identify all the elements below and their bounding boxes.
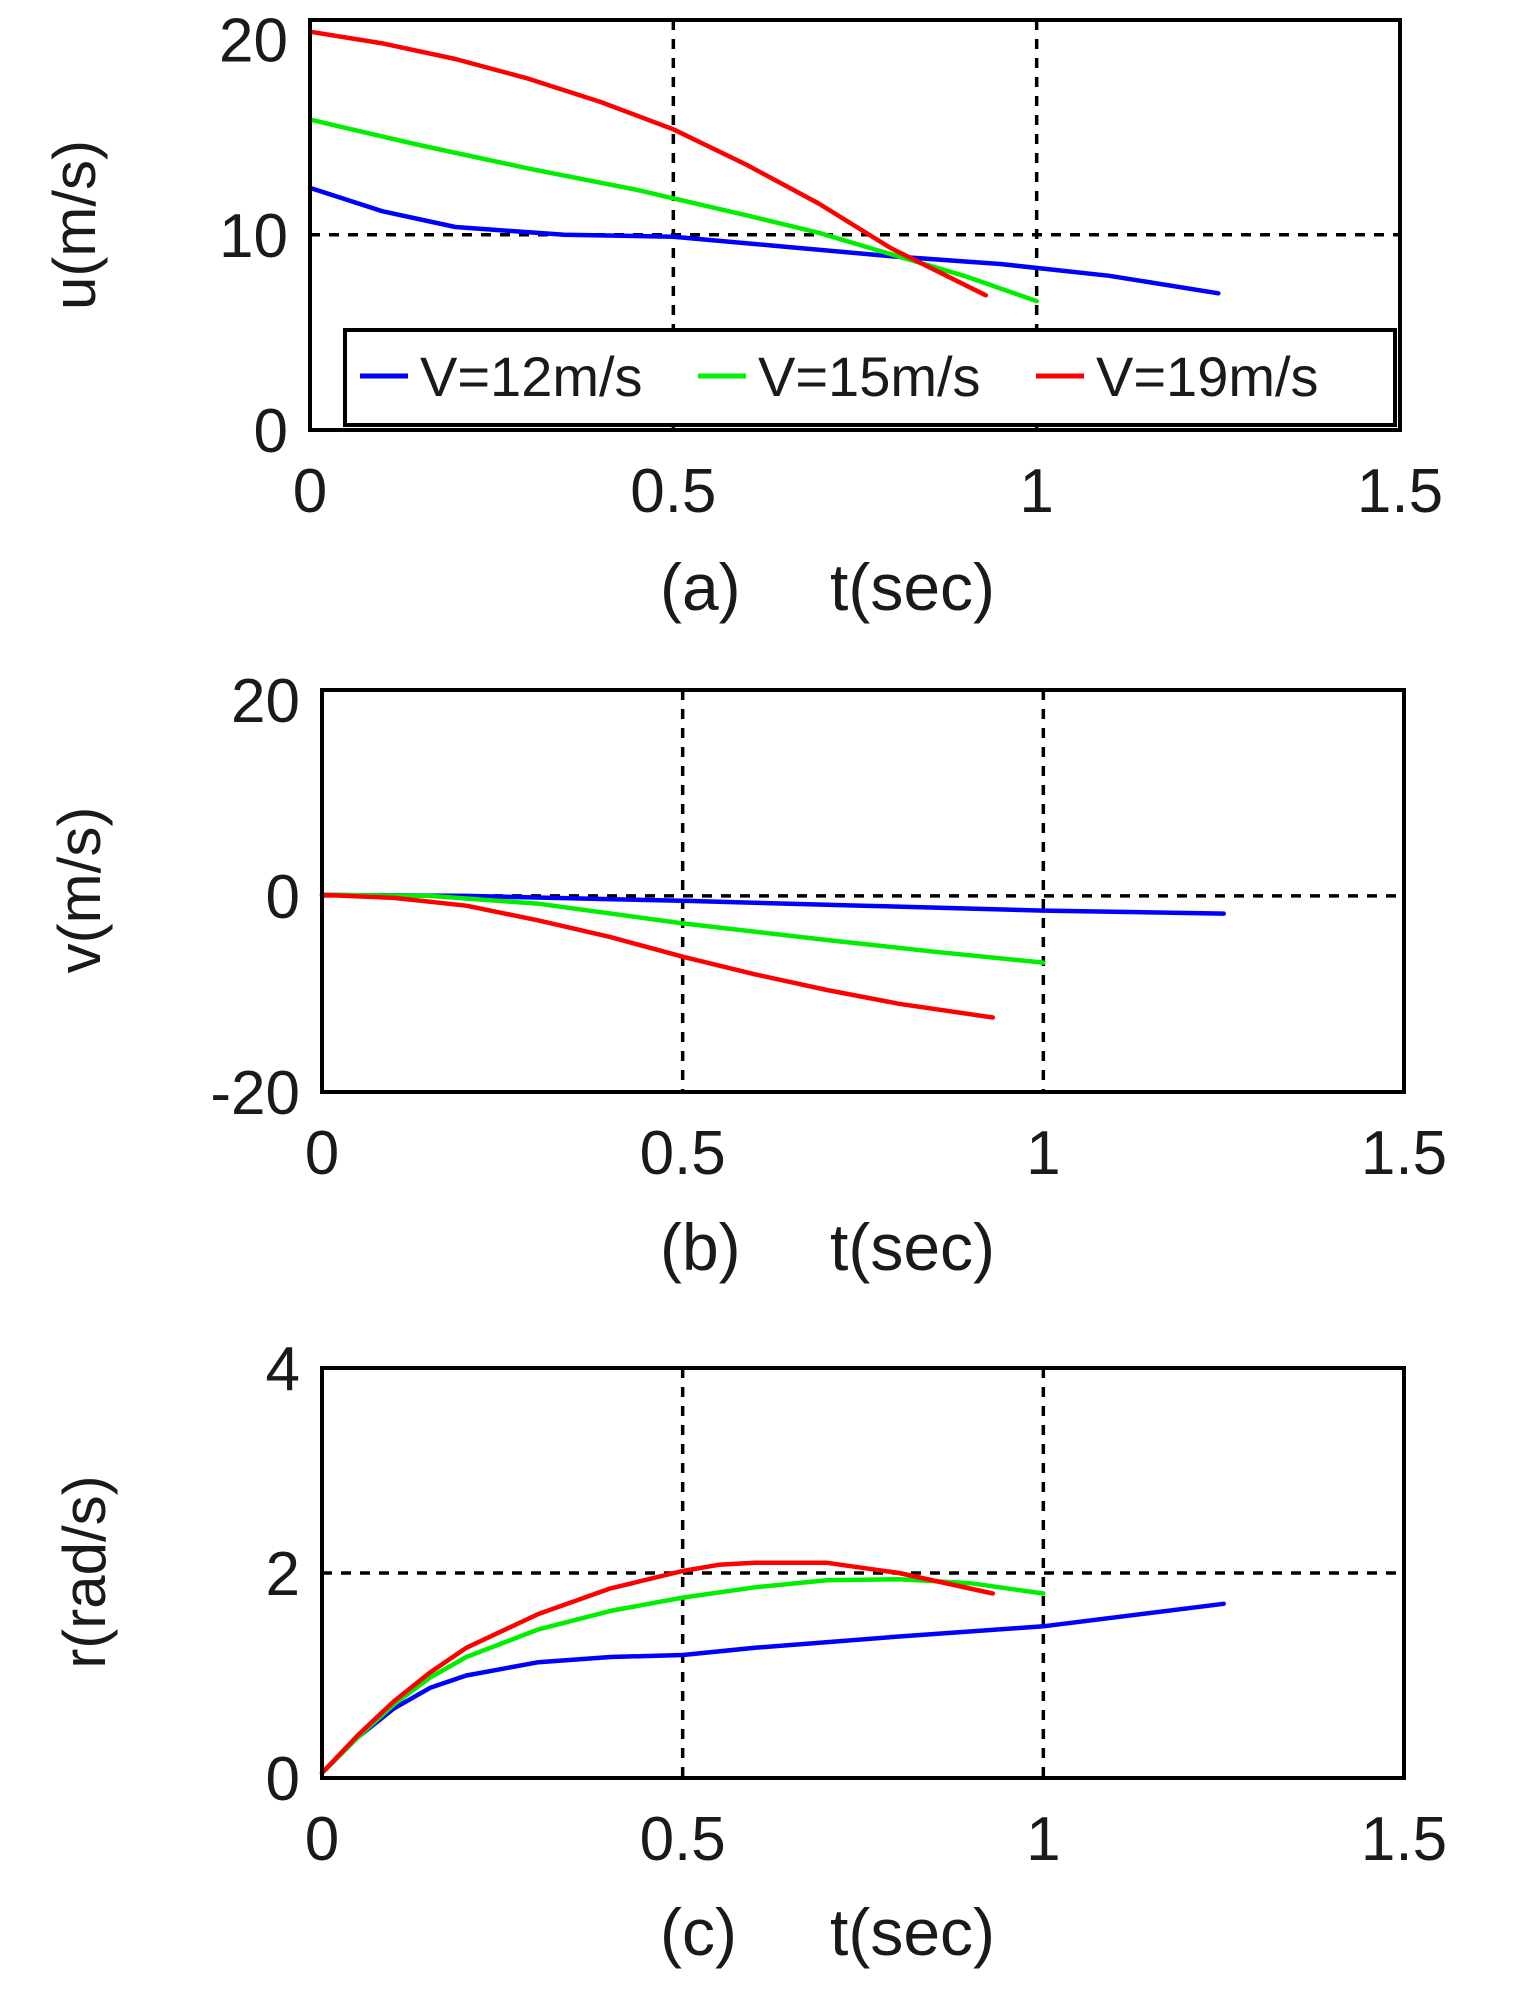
panel-c-y-tick-4: 4 [266,1335,300,1404]
panel-c-axes-box [320,1366,1406,1780]
panel-b-x-tick-1-5: 1.5 [1361,1119,1447,1188]
legend-label-v19: V=19m/s [1096,345,1319,408]
panel-b-x-tick-0-5: 0.5 [640,1119,726,1188]
panel-b-axes-box [320,688,1406,1094]
panel-c-x-tick-1-5: 1.5 [1361,1805,1447,1874]
panel-b-x-tick-0: 0 [305,1119,339,1188]
panel-c-x-tick-1: 1 [1026,1805,1060,1874]
panel-b-y-tick-20: 20 [231,667,300,736]
legend: V=12m/s V=15m/s V=19m/s [343,328,1397,427]
panel-b-series-v-15m-s [319,892,1046,965]
panel-a-series-v-19m-s [307,29,989,298]
panel-c-series [319,1560,1226,1776]
panel-b-x-tick-1: 1 [1026,1119,1060,1188]
panel-c-y-tick-2: 2 [266,1540,300,1609]
panel-a-y-tick-0: 0 [254,397,288,466]
panel-b-y-tick-0: 0 [266,863,300,932]
panel-c-x-tick-0-5: 0.5 [640,1805,726,1874]
panel-c-caption: (c) [660,1895,737,1969]
panel-a-x-tick-0: 0 [293,457,327,526]
panel-b-series [319,892,1226,1020]
panel-a-axes-box [308,18,1402,432]
panel-a-x-axis-label: t(sec) [830,550,995,624]
panel-a-tick-labels: 0 0.5 1 1.5 0 10 20 [219,7,1443,526]
panel-a: 0 0.5 1 1.5 0 10 20 u(m/s) (a) t(sec) V=12m/s … [41,7,1443,624]
legend-label-v12: V=12m/s [420,345,643,408]
panel-b-x-axis-label: t(sec) [830,1210,995,1284]
panel-b-y-tick-20: -20 [210,1059,300,1128]
panel-c-x-tick-0: 0 [305,1805,339,1874]
panel-c-series-v-15m-s [319,1576,1046,1776]
panel-a-caption: (a) [660,550,741,624]
panel-a-y-tick-20: 20 [219,7,288,76]
panel-b-caption: (b) [660,1210,741,1284]
panel-b-y-axis-label: v(m/s) [46,807,113,974]
panel-c-y-axis-label: r(rad/s) [51,1475,118,1668]
legend-box [343,328,1397,427]
legend-label-v15: V=15m/s [758,345,981,408]
panel-b-series-v-19m-s [319,892,996,1020]
panel-c-series-v-12m-s [319,1601,1226,1776]
panel-a-x-tick-0-5: 0.5 [630,457,716,526]
panel-c-series-v-19m-s [319,1560,996,1776]
panel-b-grid [322,690,1404,1092]
panel-a-series-v-15m-s [307,117,1039,304]
panel-a-x-tick-1: 1 [1019,457,1053,526]
panel-c-x-axis-label: t(sec) [830,1895,995,1969]
panel-a-y-axis-label: u(m/s) [41,140,108,310]
panel-a-y-tick-10: 10 [219,202,288,271]
panel-a-series [307,29,1221,304]
panel-c: 0 0.5 1 1.5 0 2 4 r(rad/s) (c) t(sec) [51,1335,1447,1969]
panel-c-grid [322,1368,1404,1778]
panel-a-series-v-12m-s [307,185,1221,296]
panel-c-y-tick-0: 0 [266,1745,300,1814]
panel-a-x-tick-1-5: 1.5 [1357,457,1443,526]
panel-c-tick-labels: 0 0.5 1 1.5 0 2 4 [266,1335,1448,1874]
